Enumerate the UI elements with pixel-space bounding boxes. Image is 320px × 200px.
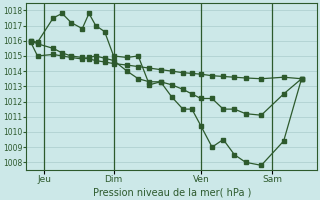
X-axis label: Pression niveau de la mer( hPa ): Pression niveau de la mer( hPa ) [92,187,251,197]
